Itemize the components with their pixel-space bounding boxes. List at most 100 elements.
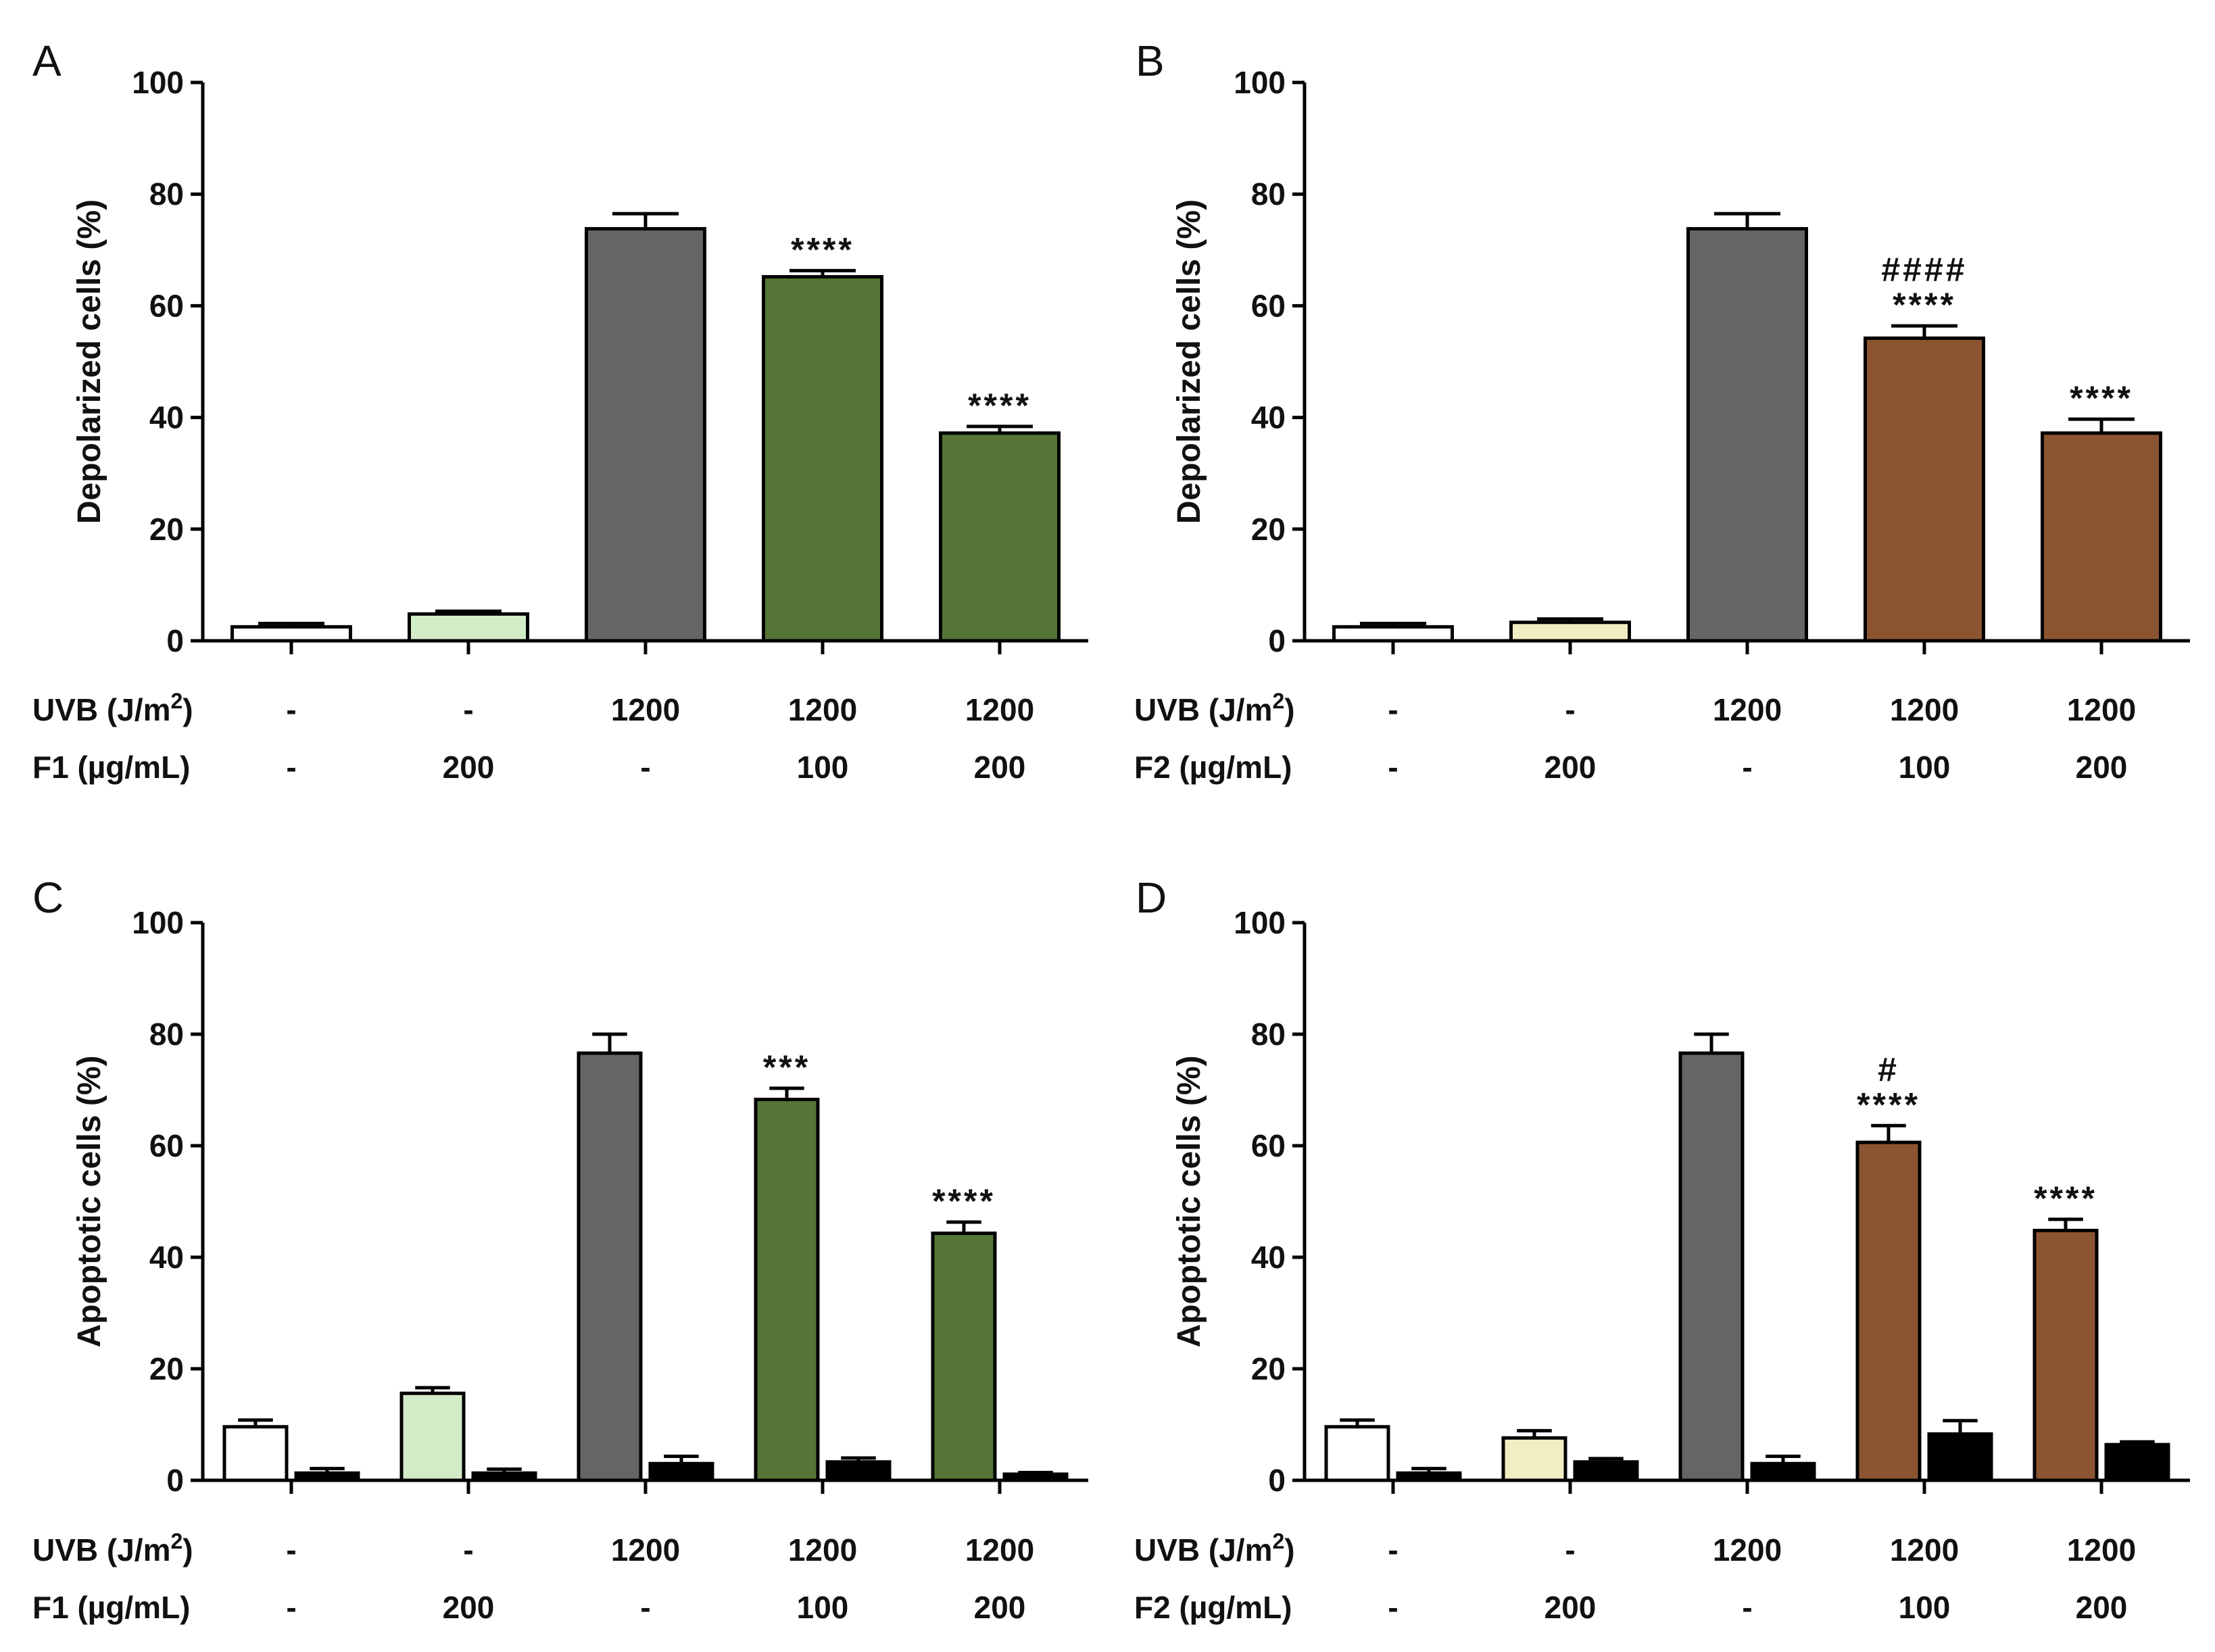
y-tick-label: 0 [1268,1463,1286,1498]
uvb-value: 1200 [1713,1532,1782,1568]
bar [2041,431,2162,643]
bar-control [1573,1460,1639,1482]
uvb-value: 1200 [788,692,857,727]
row-label-extract: F1 (µg/mL) [32,750,190,785]
significance-stars: **** [2034,1180,2097,1217]
uvb-value: 1200 [965,1532,1034,1568]
bar [939,431,1061,643]
bar [585,226,706,643]
significance-stars: *** [763,1048,810,1086]
y-tick-label: 20 [149,1351,184,1386]
significance-stars: **** [932,1182,996,1220]
panel-d: D 0 20 40 60 80 100 Apoptotic cells (%) - - - 200 12… [1134,873,2190,1625]
significance-hash: #### [1881,251,1967,289]
bar [230,625,352,643]
bar-treatment [1678,1051,1745,1482]
bar-control [1002,1472,1069,1482]
extract-value: - [640,1590,650,1625]
extract-value: - [1388,750,1398,785]
y-tick-label: 20 [149,512,184,547]
y-tick-label: 60 [1251,288,1286,323]
panel-b: B 0 20 40 60 80 100 Depolarized cells (%) - - - 200… [1134,37,2190,785]
extract-value: 200 [2076,750,2128,785]
y-tick-label: 20 [1251,512,1286,547]
extract-value: - [286,1590,296,1625]
uvb-value: 1200 [1890,692,1959,727]
row-label-uvb: UVB (J/m2) [1134,689,1295,727]
bar-control [825,1460,892,1482]
uvb-value: - [463,1532,473,1568]
bar-control [294,1471,360,1482]
bar [1509,621,1631,643]
panel-a: A 0 20 40 60 80 100 Depolarized cells (%) - - - 200… [32,37,1088,785]
bar [1864,336,1985,643]
y-tick-label: 0 [166,623,184,658]
row-label-uvb: UVB (J/m2) [32,1529,193,1568]
y-tick-label: 60 [149,288,184,323]
y-tick-label: 40 [149,400,184,435]
extract-value: - [640,750,650,785]
y-axis-label: Apoptotic cells (%) [72,1055,107,1347]
panel-letter: D [1136,873,1167,922]
extract-value: 100 [797,1590,849,1625]
panel-letter: C [32,873,64,922]
uvb-value: - [1565,692,1575,727]
y-axis-label: Depolarized cells (%) [1171,199,1207,524]
extract-value: 200 [443,750,495,785]
uvb-value: 1200 [2067,692,2136,727]
y-tick-label: 80 [1251,176,1286,212]
y-tick-label: 0 [166,1463,184,1498]
uvb-value: - [286,1532,296,1568]
panel-c: C 0 20 40 60 80 100 Apoptotic cells (%) - - - 200 12… [32,873,1088,1625]
bar-treatment [754,1098,820,1482]
extract-value: 200 [2076,1590,2128,1625]
y-tick-label: 60 [1251,1128,1286,1163]
y-tick-label: 100 [132,905,184,940]
y-axis-label: Apoptotic cells (%) [1171,1055,1207,1347]
y-tick-label: 80 [1251,1017,1286,1052]
y-tick-label: 60 [149,1128,184,1163]
uvb-value: - [1388,692,1398,727]
extract-value: 200 [974,750,1026,785]
bar-control [1396,1471,1462,1482]
y-tick-label: 100 [132,65,184,100]
uvb-value: 1200 [611,1532,680,1568]
bar-treatment [222,1425,289,1482]
significance-stars: **** [791,230,854,268]
y-tick-label: 100 [1234,905,1286,940]
bar-treatment [577,1051,643,1482]
y-tick-label: 20 [1251,1351,1286,1386]
extract-value: - [1742,750,1752,785]
bar [762,274,883,643]
uvb-value: - [1565,1532,1575,1568]
bar-control [648,1461,714,1482]
extract-value: 200 [443,1590,495,1625]
uvb-value: - [1388,1532,1398,1568]
extract-value: - [286,750,296,785]
extract-value: 100 [1899,1590,1951,1625]
extract-value: - [1742,1590,1752,1625]
bar-treatment [1324,1425,1390,1482]
significance-stars: **** [968,387,1031,424]
extract-value: 200 [1544,1590,1597,1625]
uvb-value: 1200 [2067,1532,2136,1568]
bar [408,612,529,643]
extract-value: 100 [797,750,849,785]
uvb-value: 1200 [965,692,1034,727]
y-tick-label: 40 [1251,400,1286,435]
bar-treatment [1501,1436,1567,1482]
bar-control [1927,1432,1993,1482]
bar-treatment [931,1232,997,1482]
y-tick-label: 40 [149,1240,184,1275]
bar-control [2104,1442,2170,1482]
bar-control [471,1471,537,1482]
row-label-uvb: UVB (J/m2) [1134,1529,1295,1568]
row-label-extract: F2 (µg/mL) [1134,1590,1292,1625]
bar-treatment [399,1391,466,1482]
significance-stars: **** [2070,379,2133,417]
y-tick-label: 80 [149,176,184,212]
y-tick-label: 40 [1251,1240,1286,1275]
panel-letter: A [32,37,62,85]
uvb-value: - [286,692,296,727]
